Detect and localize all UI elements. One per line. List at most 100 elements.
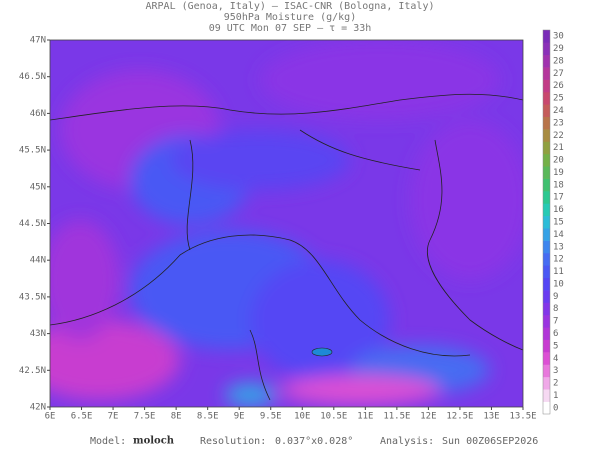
lon-tick-label: 7E <box>108 412 119 422</box>
lon-tick-label: 11.5E <box>383 412 410 422</box>
colorbar-swatch <box>543 104 550 118</box>
colorbar-label: 29 <box>553 44 564 54</box>
colorbar-swatch <box>543 265 550 279</box>
colorbar-label: 24 <box>553 106 564 116</box>
colorbar-swatch <box>543 401 550 415</box>
lon-tick-label: 7.5E <box>134 412 156 422</box>
colorbar-swatch <box>543 153 550 167</box>
colorbar-label: 16 <box>553 205 564 215</box>
lon-tick-label: 11E <box>357 412 373 422</box>
colorbar-swatch <box>543 116 550 130</box>
colorbar-swatch <box>543 277 550 291</box>
colorbar-swatch <box>543 389 550 402</box>
lat-tick-label: 42N <box>30 403 46 413</box>
colorbar-swatch <box>543 339 550 353</box>
colorbar-swatch <box>543 364 550 378</box>
colorbar-swatch <box>543 91 550 105</box>
colorbar-label: 17 <box>553 193 564 203</box>
colorbar-swatch <box>543 129 550 142</box>
colorbar-frame <box>542 29 551 415</box>
colorbar-swatch <box>543 215 550 229</box>
lon-tick-label: 9.5E <box>260 412 282 422</box>
colorbar-label: 28 <box>553 56 564 66</box>
colorbar-label: 10 <box>553 279 564 289</box>
colorbar-swatch <box>543 290 550 303</box>
colorbar-swatch <box>543 376 550 390</box>
lon-tick-label: 9E <box>234 412 245 422</box>
lon-tick-label: 6.5E <box>71 412 93 422</box>
colorbar-swatch <box>543 42 550 56</box>
lon-tick-label: 6E <box>45 412 56 422</box>
colorbar-swatch <box>543 79 550 93</box>
colorbar-label: 21 <box>553 143 564 153</box>
lat-tick-label: 43N <box>30 329 46 339</box>
lat-tick-label: 43.5N <box>19 292 46 302</box>
colorbar-label: 14 <box>553 230 564 240</box>
colorbar-swatch <box>543 67 550 80</box>
footer-label: Model: <box>90 436 126 447</box>
colorbar-swatch <box>543 191 550 204</box>
colorbar-label: 20 <box>553 156 564 166</box>
colorbar-label: 19 <box>553 168 564 178</box>
colorbar-label: 7 <box>553 317 558 327</box>
colorbar-label: 0 <box>553 403 558 413</box>
colorbar-swatch <box>543 203 550 217</box>
lat-tick-label: 47N <box>30 36 46 46</box>
lon-tick-label: 10.5E <box>320 412 347 422</box>
colorbar-swatch <box>543 166 550 179</box>
lat-tick-label: 45.5N <box>19 146 46 156</box>
lon-tick-label: 10E <box>294 412 310 422</box>
colorbar-swatch <box>543 252 550 266</box>
lon-tick-label: 12.5E <box>446 412 473 422</box>
colorbar-swatch <box>543 352 550 365</box>
lat-tick-label: 45N <box>30 182 46 192</box>
colorbar-label: 13 <box>553 242 564 252</box>
colorbar-label: 1 <box>553 391 558 401</box>
lat-tick-label: 44N <box>30 256 46 266</box>
colorbar-swatch <box>543 178 550 192</box>
lon-tick-label: 12E <box>420 412 436 422</box>
colorbar-swatch <box>543 327 550 340</box>
colorbar-label: 9 <box>553 292 558 302</box>
colorbar-label: 23 <box>553 118 564 128</box>
lon-tick-label: 8E <box>171 412 182 422</box>
footer-value: Sun 00Z06SEP2026 <box>442 436 538 447</box>
colorbar-label: 6 <box>553 329 558 339</box>
colorbar-swatch <box>543 54 550 68</box>
header-line: 950hPa Moisture (g/kg) <box>224 12 356 23</box>
colorbar-label: 26 <box>553 81 564 91</box>
footer-label: Resolution: <box>200 436 266 447</box>
header-line: ARPAL (Genoa, Italy) – ISAC-CNR (Bologna… <box>146 1 435 12</box>
colorbar-label: 15 <box>553 218 564 228</box>
lon-tick-label: 13.5E <box>509 412 536 422</box>
header-line: 09 UTC Mon 07 SEP – τ = 33h <box>209 23 372 34</box>
colorbar-label: 30 <box>553 32 564 42</box>
footer-value: moloch <box>133 436 175 447</box>
colorbar-swatch <box>543 302 550 316</box>
colorbar-swatch <box>543 314 550 328</box>
moisture-field <box>50 40 523 407</box>
lat-tick-label: 44.5N <box>19 219 46 229</box>
colorbar-swatch <box>543 30 550 43</box>
colorbar-label: 27 <box>553 69 564 79</box>
colorbar-label: 3 <box>553 366 558 376</box>
colorbar-label: 2 <box>553 379 558 389</box>
colorbar-swatch <box>543 240 550 254</box>
lat-tick-label: 46.5N <box>19 72 46 82</box>
lat-tick-label: 46N <box>30 109 46 119</box>
colorbar-label: 12 <box>553 255 564 265</box>
footer-value: 0.037°x0.028° <box>275 436 353 447</box>
colorbar-swatch <box>543 228 550 241</box>
lat-tick-label: 42.5N <box>19 366 46 376</box>
colorbar-label: 22 <box>553 131 564 141</box>
colorbar-label: 11 <box>553 267 564 277</box>
colorbar-label: 4 <box>553 354 558 364</box>
lon-tick-label: 13E <box>483 412 499 422</box>
colorbar-label: 8 <box>553 304 558 314</box>
footer: Model: moloch Resolution: 0.037°x0.028° … <box>90 436 538 448</box>
colorbar-swatch <box>543 141 550 155</box>
colorbar-label: 25 <box>553 94 564 104</box>
lon-tick-label: 8.5E <box>197 412 219 422</box>
